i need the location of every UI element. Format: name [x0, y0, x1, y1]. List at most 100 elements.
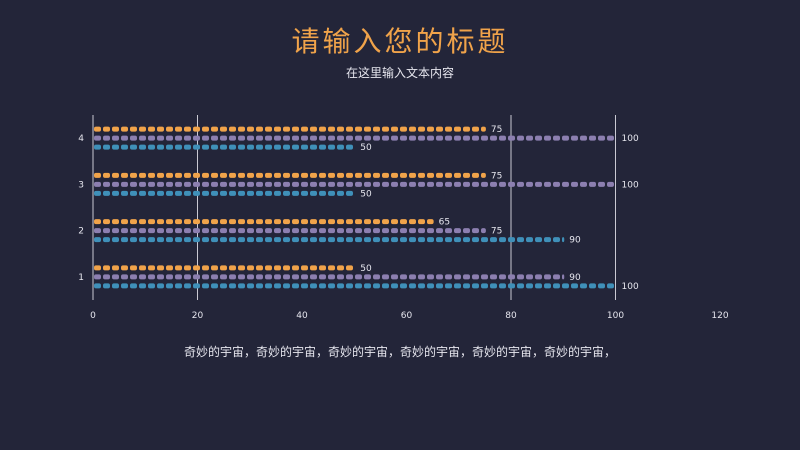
bar-unit	[184, 283, 191, 289]
bar-unit	[454, 237, 461, 243]
bar-unit	[337, 237, 344, 243]
bar-unit	[382, 283, 389, 289]
bar-unit	[562, 135, 569, 141]
bar-unit	[436, 135, 443, 141]
bar-unit	[553, 283, 560, 289]
bar-unit	[571, 181, 578, 187]
bar-unit	[175, 237, 182, 243]
data-label: 90	[569, 236, 581, 246]
x-tick-label: 120	[711, 311, 728, 321]
bar-unit	[166, 283, 173, 289]
bar-unit	[382, 228, 389, 234]
bar-unit	[148, 190, 155, 196]
bar-unit	[130, 172, 137, 178]
bar-unit	[517, 135, 524, 141]
bar-unit	[94, 274, 101, 280]
bar-unit	[229, 135, 236, 141]
bar-unit	[265, 219, 272, 225]
bar-unit	[202, 144, 209, 150]
bar-unit	[112, 283, 119, 289]
bar-unit	[391, 181, 398, 187]
bar-unit	[337, 274, 344, 280]
bar-unit	[562, 237, 565, 243]
bar-unit	[112, 126, 119, 132]
bar-unit	[481, 228, 486, 234]
bar-unit	[229, 274, 236, 280]
data-label: 50	[360, 143, 372, 153]
bar-unit	[310, 237, 317, 243]
bar-unit	[202, 274, 209, 280]
bar-unit	[94, 144, 101, 150]
bar-unit	[382, 274, 389, 280]
bar-unit	[301, 190, 308, 196]
bar-unit	[166, 219, 173, 225]
bar-unit	[463, 181, 470, 187]
bar-unit	[418, 219, 425, 225]
bar-unit	[247, 237, 254, 243]
bar-unit	[94, 237, 101, 243]
bar-unit	[112, 181, 119, 187]
bar-unit	[139, 172, 146, 178]
bar	[94, 181, 614, 187]
bar-unit	[292, 190, 299, 196]
bar-unit	[346, 219, 353, 225]
bar-unit	[193, 228, 200, 234]
bar-unit	[409, 135, 416, 141]
bar-unit	[472, 135, 479, 141]
bar-unit	[544, 135, 551, 141]
bar-unit	[436, 181, 443, 187]
y-tick-label: 1	[78, 273, 84, 283]
y-tick-label: 3	[78, 180, 84, 190]
bar-unit	[112, 135, 119, 141]
bar-unit	[283, 265, 290, 271]
bar-unit	[157, 228, 164, 234]
bar-unit	[121, 265, 128, 271]
bar-unit	[310, 190, 317, 196]
bar-unit	[589, 181, 596, 187]
bar-unit	[265, 190, 272, 196]
bar-unit	[400, 172, 407, 178]
bar-unit	[301, 135, 308, 141]
bar-unit	[571, 283, 578, 289]
bar-unit	[103, 219, 110, 225]
bar-unit	[301, 265, 308, 271]
bar-unit	[283, 219, 290, 225]
bar-unit	[220, 126, 227, 132]
bar-unit	[472, 274, 479, 280]
bar-unit	[310, 283, 317, 289]
bar-unit	[391, 135, 398, 141]
bar-unit	[328, 274, 335, 280]
bar-unit	[337, 283, 344, 289]
bar-unit	[184, 265, 191, 271]
bar-unit	[175, 126, 182, 132]
bar-unit	[364, 126, 371, 132]
bar-unit	[139, 274, 146, 280]
bar-unit	[202, 190, 209, 196]
bar-unit	[211, 274, 218, 280]
bar-unit	[184, 237, 191, 243]
bar-unit	[193, 172, 200, 178]
bar-unit	[373, 219, 380, 225]
bar-unit	[319, 172, 326, 178]
bar-unit	[139, 283, 146, 289]
data-label: 75	[491, 125, 502, 135]
bar-unit	[427, 283, 434, 289]
bar-unit	[490, 274, 497, 280]
bar-unit	[103, 135, 110, 141]
bar-unit	[175, 144, 182, 150]
bar-unit	[355, 274, 362, 280]
bar-unit	[418, 126, 425, 132]
bar-unit	[265, 237, 272, 243]
bar-unit	[490, 237, 497, 243]
bar-unit	[238, 274, 245, 280]
bar-unit	[94, 283, 101, 289]
bar-unit	[598, 283, 605, 289]
bar-unit	[580, 283, 587, 289]
bar-unit	[220, 135, 227, 141]
bar-unit	[499, 274, 506, 280]
bar-unit	[409, 172, 416, 178]
bar-unit	[166, 144, 173, 150]
bar-unit	[445, 181, 452, 187]
bar-unit	[328, 237, 335, 243]
bar-unit	[211, 190, 218, 196]
